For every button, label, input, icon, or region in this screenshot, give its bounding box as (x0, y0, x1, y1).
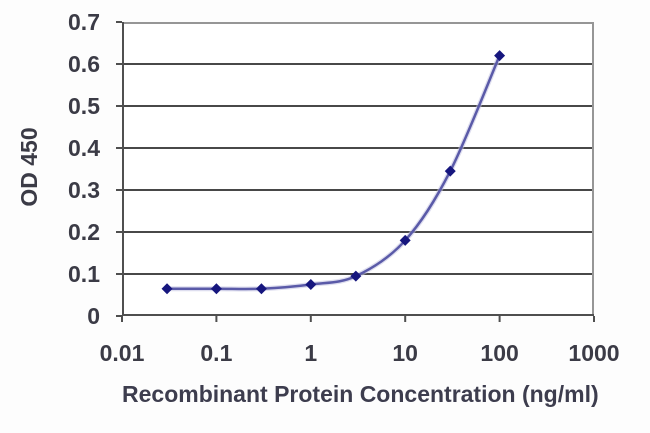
y-tick-label: 0.2 (68, 219, 100, 245)
x-tick-label: 0.1 (200, 340, 233, 366)
y-tick-label: 0.4 (68, 135, 100, 161)
x-tick-label: 0.01 (99, 340, 145, 366)
plot-frame (122, 22, 594, 316)
data-point-marker (210, 283, 222, 295)
data-point-marker (255, 283, 267, 295)
x-tick-label: 1000 (568, 340, 620, 366)
x-tick-label: 100 (480, 340, 519, 366)
y-tick-label: 0.3 (68, 177, 100, 203)
data-point-marker (305, 279, 317, 290)
data-point-markers (161, 50, 506, 295)
y-tick-label: 0.6 (68, 51, 100, 77)
x-tick-label: 1 (304, 340, 318, 366)
x-tick-label: 10 (392, 340, 418, 366)
y-tick-label: 0.5 (68, 93, 100, 119)
chart-canvas (116, 21, 595, 322)
y-tick-label: 0.1 (68, 261, 100, 287)
data-point-marker (444, 165, 456, 177)
data-point-marker (161, 283, 173, 295)
plot-area (116, 21, 595, 322)
y-tick-label: 0.7 (68, 9, 100, 35)
y-tick-label: 0 (87, 303, 100, 329)
gridlines (116, 63, 594, 275)
axis-tick-marks (116, 21, 595, 322)
data-point-marker (399, 234, 411, 246)
data-point-marker (350, 270, 362, 282)
x-axis-title: Recombinant Protein Concentration (ng/ml… (122, 381, 599, 407)
data-point-marker (494, 50, 506, 62)
